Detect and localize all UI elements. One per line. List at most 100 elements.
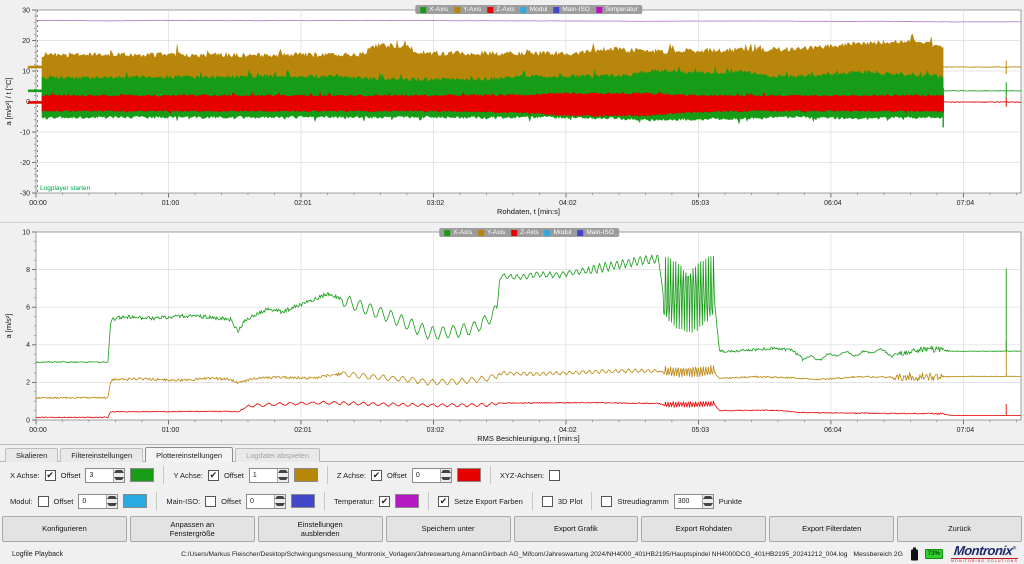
modul-label: Modul:: [10, 496, 33, 506]
xyz-achsen-checkbox[interactable]: [549, 469, 561, 481]
streudiagramm-offset-value[interactable]: 300: [677, 497, 690, 505]
xtick-label: 03:02: [427, 427, 445, 434]
speichern-unter-button[interactable]: Speichern unter: [385, 516, 511, 542]
rms-chart-panel[interactable]: 0 2 4 6 8 10 00:00 01:00 02:01 03:02 04:02 05:03 06:…: [0, 223, 1024, 445]
z-achse-color-swatch[interactable]: [456, 468, 481, 482]
modul-offset-value[interactable]: 0: [82, 497, 87, 505]
z-achse-offset-value[interactable]: 0: [415, 471, 420, 479]
group-setze-export-farben: ✔ Setze Export Farben: [438, 495, 523, 507]
battery-percent-badge: 73%: [924, 549, 943, 559]
modul-spin-down-icon[interactable]: [107, 501, 118, 508]
export-grafik-button[interactable]: Export Grafik: [513, 516, 639, 542]
legend-swatch-y-axis: [454, 6, 461, 13]
modul-offset-spinner[interactable]: 0: [78, 493, 119, 509]
y-axis-title: a [m/s²] / t [°C]: [4, 77, 13, 125]
streudiagramm-label: Streudiagramm: [617, 496, 669, 506]
rohdaten-plot[interactable]: -30-20-10010203000:0001:0002:0103:0204:0…: [0, 0, 1024, 223]
y-achse-offset-spinner[interactable]: 1: [248, 467, 289, 483]
modul-color-swatch[interactable]: [123, 494, 148, 508]
group-separator: [326, 466, 328, 484]
modul-checkbox[interactable]: [37, 495, 49, 507]
legend-label: Modul: [553, 229, 572, 236]
z-achse-spin-down-icon[interactable]: [440, 475, 451, 482]
y-achse-checkbox[interactable]: ✔: [207, 469, 219, 481]
main-iso-spin-up-icon[interactable]: [275, 495, 286, 502]
x-achse-spin-up-icon[interactable]: [114, 469, 125, 476]
xtick-label: 04:02: [559, 200, 577, 207]
x-achse-offset-spinner[interactable]: 3: [85, 467, 126, 483]
x-achse-label: X Achse:: [10, 470, 40, 480]
z-achse-offset-spinner[interactable]: 0: [411, 467, 452, 483]
einstellungen-ausblenden-button[interactable]: Einstellungen ausblenden: [257, 516, 383, 542]
legend-item-y-axis: Y-Axis: [454, 6, 481, 13]
legend-swatch-x-axis: [420, 6, 427, 13]
tab-plottereinstellungen[interactable]: Plottereinstellungen: [145, 447, 234, 462]
tab-skalieren[interactable]: Skalieren: [5, 448, 59, 462]
anpassen-an-fenstergro-e-button[interactable]: Anpassen an Fenstergröße: [129, 516, 255, 542]
legend-label: Y-Axis: [463, 6, 482, 13]
y-achse-color-swatch[interactable]: [293, 468, 318, 482]
main-iso-color-swatch[interactable]: [291, 494, 316, 508]
x-achse-color-swatch[interactable]: [130, 468, 155, 482]
rms-beschleunigung-plot[interactable]: 0 2 4 6 8 10 00:00 01:00 02:01 03:02 04:02 05:03 06:…: [0, 223, 1024, 445]
group-separator: [489, 466, 491, 484]
rohdaten-chart-panel[interactable]: -30-20-10010203000:0001:0002:0103:0204:0…: [0, 0, 1024, 223]
main-iso-label: Main-ISO:: [166, 496, 201, 506]
legend-item-z-axis: Z-Axis: [511, 229, 539, 236]
export-rohdaten-button[interactable]: Export Rohdaten: [641, 516, 767, 542]
ytick-label: 30: [22, 7, 30, 14]
konfigurieren-button[interactable]: Konfigurieren: [2, 516, 127, 542]
modul-offset-label: Offset: [53, 496, 74, 506]
streudiagramm-spin-up-icon[interactable]: [702, 495, 713, 502]
legend-label: Temperatur: [604, 6, 638, 13]
group-y-achse: Y Achse: ✔ Offset 1: [173, 467, 318, 483]
group-streudiagramm: Streudiagramm 300 Punkte: [601, 493, 742, 509]
xtick-label: 06:04: [824, 427, 842, 434]
series-line-y-axis: [35, 365, 1022, 400]
group-separator: [428, 492, 430, 510]
z-achse-checkbox[interactable]: ✔: [371, 469, 383, 481]
group-separator: [156, 492, 158, 510]
action-buttons-row: Konfigurieren Anpassen an Fenstergröße Ein…: [0, 514, 1024, 544]
y-achse-offset-value[interactable]: 1: [252, 471, 257, 479]
legend-label: Z-Axis: [496, 6, 515, 13]
y-achse-spin-down-icon[interactable]: [277, 475, 288, 482]
3d-plot-label: 3D Plot: [557, 496, 583, 506]
setze-export-farben-checkbox[interactable]: ✔: [438, 495, 450, 507]
export-filterdaten-button[interactable]: Export Filterdaten: [769, 516, 895, 542]
streudiagramm-checkbox[interactable]: [601, 495, 613, 507]
group-modul: Modul: Offset 0: [10, 493, 148, 509]
settings-row-extra: Modul: Offset 0 Main-ISO: Offset 0 Temperatur:…: [0, 488, 1024, 514]
main-iso-offset-value[interactable]: 0: [250, 497, 254, 505]
streudiagramm-offset-spinner[interactable]: 300: [673, 493, 714, 509]
xtick-label: 00:00: [29, 200, 47, 207]
main-iso-offset-spinner[interactable]: 0: [246, 493, 287, 509]
zuruck-button[interactable]: Zurück: [897, 516, 1022, 542]
x-achse-checkbox[interactable]: ✔: [44, 469, 56, 481]
main-iso-spin-down-icon[interactable]: [275, 501, 286, 508]
tab-logdatei-abspielen: Logdatei abspielen: [235, 448, 321, 462]
temperatur-checkbox[interactable]: ✔: [379, 495, 391, 507]
legend: X-Axis Y-Axis Z-Axis Modul Main-ISO Temperatu…: [415, 5, 643, 14]
x-achse-offset-value[interactable]: 3: [89, 471, 94, 479]
tab-filtereinstellungen[interactable]: Filtereinstellungen: [60, 448, 144, 462]
x-achse-spin-down-icon[interactable]: [114, 475, 125, 482]
streudiagramm-spin-down-icon[interactable]: [702, 501, 713, 508]
group-temperatur: Temperatur: ✔: [334, 494, 420, 508]
z-achse-spin-up-icon[interactable]: [440, 469, 451, 476]
group-xyz-achsen: XYZ-Achsen:: [500, 469, 561, 481]
xtick-label: 07:04: [957, 427, 975, 434]
temperatur-color-swatch[interactable]: [395, 494, 420, 508]
modul-spin-up-icon[interactable]: [107, 495, 118, 502]
ytick-label: 20: [22, 38, 30, 45]
3d-plot-checkbox[interactable]: [541, 495, 553, 507]
y-achse-spin-up-icon[interactable]: [277, 469, 288, 476]
legend-label: Main-ISO: [586, 229, 614, 236]
settings-row-axes: X Achse: ✔ Offset 3 Y Achse: ✔ Offset 1 Z Achse:…: [0, 462, 1024, 488]
legend-label: X-Axis: [429, 6, 449, 13]
main-iso-checkbox[interactable]: [205, 495, 217, 507]
series-line-x-axis: [35, 253, 1022, 364]
plot-area[interactable]: [35, 231, 1022, 421]
legend-swatch-main-iso: [553, 6, 560, 13]
